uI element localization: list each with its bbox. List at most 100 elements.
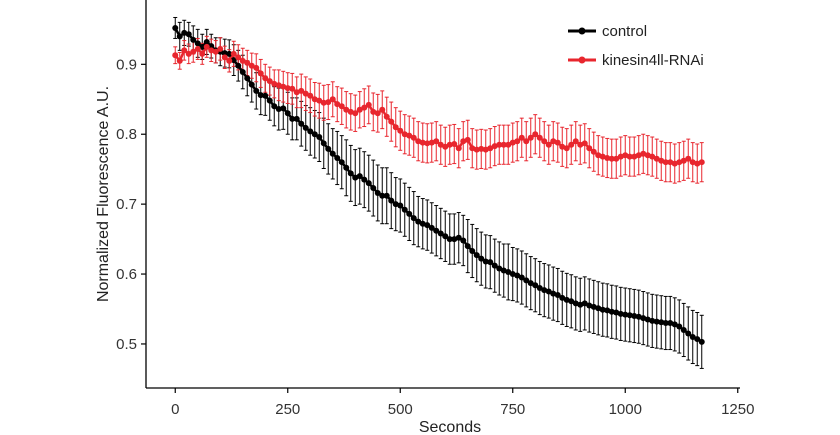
x-tick-label: 1250: [721, 401, 754, 418]
data-point-kinesin4ll-rnai: [446, 141, 453, 148]
data-point-kinesin4ll-rnai: [244, 59, 251, 66]
x-tick-label: 500: [388, 401, 413, 418]
data-point-kinesin4ll-rnai: [658, 157, 665, 164]
x-tick-label: 1000: [609, 401, 642, 418]
data-point-control: [316, 134, 323, 141]
data-point-control: [536, 285, 543, 292]
x-tick-label: 250: [275, 401, 300, 418]
data-point-control: [599, 306, 606, 313]
data-point-kinesin4ll-rnai: [307, 92, 314, 99]
data-point-kinesin4ll-rnai: [347, 108, 354, 115]
data-point-kinesin4ll-rnai: [595, 152, 602, 159]
data-point-control: [451, 236, 458, 243]
data-point-kinesin4ll-rnai: [271, 80, 278, 87]
data-point-kinesin4ll-rnai: [527, 134, 534, 141]
data-point-kinesin4ll-rnai: [680, 157, 687, 164]
data-point-kinesin4ll-rnai: [550, 138, 557, 145]
data-point-control: [424, 222, 431, 229]
data-point-kinesin4ll-rnai: [460, 138, 467, 145]
data-point-kinesin4ll-rnai: [311, 96, 318, 103]
data-point-kinesin4ll-rnai: [379, 106, 386, 113]
legend-item-control: control: [568, 23, 647, 40]
legend-label-kinesin4ll-rnai: kinesin4ll-RNAi: [602, 52, 704, 69]
data-point-control: [275, 106, 282, 113]
data-point-control: [307, 128, 314, 135]
data-point-kinesin4ll-rnai: [608, 155, 615, 162]
data-point-kinesin4ll-rnai: [500, 141, 507, 148]
data-point-control: [329, 150, 336, 157]
data-point-kinesin4ll-rnai: [644, 152, 651, 159]
data-point-control: [460, 237, 467, 244]
data-point-kinesin4ll-rnai: [464, 136, 471, 143]
data-point-control: [235, 62, 242, 69]
data-point-kinesin4ll-rnai: [329, 96, 336, 103]
data-point-control: [478, 255, 485, 262]
data-point-kinesin4ll-rnai: [424, 140, 431, 147]
data-point-control: [352, 174, 359, 181]
data-point-control: [221, 50, 228, 57]
x-axis-title: Seconds: [419, 419, 481, 435]
data-point-control: [644, 316, 651, 323]
data-point-kinesin4ll-rnai: [451, 141, 458, 148]
data-point-control: [199, 43, 206, 50]
data-point-control: [680, 326, 687, 333]
data-point-kinesin4ll-rnai: [604, 154, 611, 161]
data-point-kinesin4ll-rnai: [185, 50, 192, 57]
data-point-kinesin4ll-rnai: [599, 153, 606, 160]
data-point-kinesin4ll-rnai: [370, 108, 377, 115]
data-point-kinesin4ll-rnai: [586, 145, 593, 152]
data-point-control: [514, 272, 521, 279]
data-point-control: [500, 267, 507, 274]
data-point-kinesin4ll-rnai: [545, 141, 552, 148]
data-point-kinesin4ll-rnai: [581, 140, 588, 147]
data-point-control: [190, 36, 197, 43]
data-point-kinesin4ll-rnai: [428, 139, 435, 146]
data-point-control: [437, 230, 444, 237]
data-point-kinesin4ll-rnai: [316, 97, 323, 104]
data-point-kinesin4ll-rnai: [563, 145, 570, 152]
data-point-control: [338, 159, 345, 166]
data-point-kinesin4ll-rnai: [392, 124, 399, 131]
data-point-control: [563, 296, 570, 303]
data-point-control: [298, 120, 305, 127]
data-point-control: [581, 300, 588, 307]
data-point-control: [208, 43, 215, 50]
data-point-kinesin4ll-rnai: [172, 52, 179, 59]
data-point-kinesin4ll-rnai: [653, 155, 660, 162]
data-point-kinesin4ll-rnai: [343, 106, 350, 113]
data-point-control: [527, 280, 534, 287]
data-point-control: [194, 40, 201, 47]
data-point-control: [653, 318, 660, 325]
data-point-control: [361, 176, 368, 183]
data-point-kinesin4ll-rnai: [541, 138, 548, 145]
y-axis-title: Normalized Fluorescence A.U.: [95, 86, 112, 302]
data-point-kinesin4ll-rnai: [437, 141, 444, 148]
data-point-control: [379, 192, 386, 199]
data-point-control: [559, 294, 566, 301]
data-point-control: [347, 170, 354, 177]
data-point-kinesin4ll-rnai: [239, 57, 246, 64]
data-point-kinesin4ll-rnai: [302, 90, 309, 97]
legend-item-kinesin4ll-rnai: kinesin4ll-RNAi: [568, 52, 704, 69]
data-point-kinesin4ll-rnai: [388, 118, 395, 125]
data-point-control: [608, 308, 615, 315]
data-point-control: [635, 313, 642, 320]
data-point-control: [491, 262, 498, 269]
data-point-kinesin4ll-rnai: [406, 132, 413, 139]
data-point-control: [365, 180, 372, 187]
y-ticks: 0.5 0.6 0.7 0.8 0.9: [116, 56, 146, 353]
data-point-control: [433, 227, 440, 234]
legend-marker-control: [578, 27, 586, 35]
data-point-kinesin4ll-rnai: [181, 47, 188, 54]
data-point-kinesin4ll-rnai: [617, 153, 624, 160]
data-point-control: [523, 277, 530, 284]
data-point-kinesin4ll-rnai: [514, 138, 521, 145]
data-point-control: [397, 202, 404, 209]
data-point-kinesin4ll-rnai: [221, 54, 228, 61]
y-tick-label: 0.7: [116, 196, 137, 213]
data-point-control: [320, 140, 327, 147]
data-point-control: [482, 258, 489, 265]
data-point-kinesin4ll-rnai: [415, 138, 422, 145]
data-point-control: [289, 115, 296, 122]
data-point-kinesin4ll-rnai: [590, 148, 597, 155]
